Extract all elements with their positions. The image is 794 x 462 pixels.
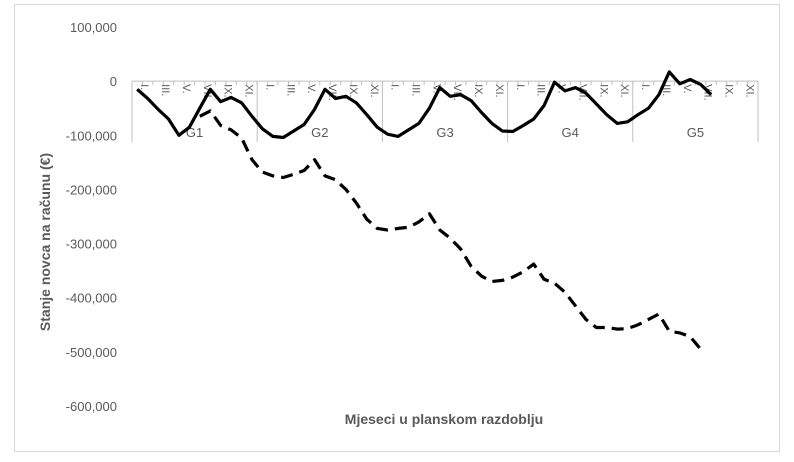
y-axis-title: Stanje novca na računu (€) xyxy=(37,153,53,331)
y-tick-label: -300,000 xyxy=(66,237,117,252)
month-label: XI. xyxy=(243,84,255,97)
y-tick-label: -500,000 xyxy=(66,345,117,360)
y-tick-label: 100,000 xyxy=(70,20,117,35)
month-label: III. xyxy=(284,84,296,96)
month-label: XI. xyxy=(743,84,755,97)
y-tick-label: -600,000 xyxy=(66,399,117,414)
month-label: III. xyxy=(159,84,171,96)
month-label: I. xyxy=(389,84,401,90)
group-label: G2 xyxy=(311,125,328,140)
group-label: G5 xyxy=(687,125,704,140)
y-tick-label: -100,000 xyxy=(66,128,117,143)
series-line-solid xyxy=(136,70,713,140)
month-label: XI. xyxy=(493,84,505,97)
chart-frame xyxy=(14,4,780,452)
x-axis-title: Mjeseci u planskom razdoblju xyxy=(345,411,543,427)
y-axis: 100,000 0 -100,000 -200,000 -300,000 -400,000… xyxy=(66,20,117,414)
month-label: V. xyxy=(305,84,317,93)
y-tick-label: 0 xyxy=(110,74,117,89)
plot-area xyxy=(136,70,713,351)
month-label: IX. xyxy=(472,84,484,97)
month-label: I. xyxy=(263,84,275,90)
month-label: IX. xyxy=(222,84,234,97)
month-label: III. xyxy=(409,84,421,96)
group-label: G4 xyxy=(562,125,579,140)
month-label: I. xyxy=(514,84,526,90)
month-label: I. xyxy=(639,84,651,90)
month-label: III. xyxy=(535,84,547,96)
group-label: G1 xyxy=(186,125,203,140)
month-label: IX. xyxy=(347,84,359,97)
series-line-dashed xyxy=(199,109,702,351)
y-tick-label: -200,000 xyxy=(66,182,117,197)
y-tick-label: -400,000 xyxy=(66,291,117,306)
month-label: V. xyxy=(180,84,192,93)
group-label: G3 xyxy=(436,125,453,140)
month-label: VII. xyxy=(451,84,463,101)
month-label: IX. xyxy=(597,84,609,97)
month-label: V. xyxy=(430,84,442,93)
month-label: I. xyxy=(138,84,150,90)
month-label: XI. xyxy=(368,84,380,97)
month-label: IX. xyxy=(722,84,734,97)
month-label: V. xyxy=(681,84,693,93)
month-label: XI. xyxy=(618,84,630,97)
